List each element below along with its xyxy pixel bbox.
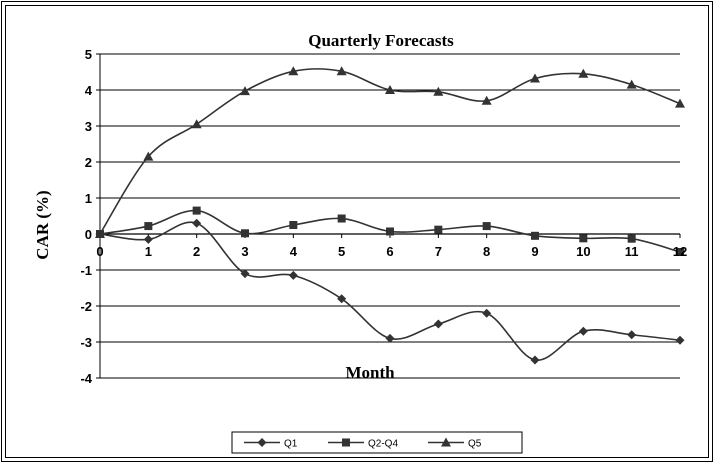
y-tick-label: -2: [80, 299, 92, 314]
x-tick-label: 6: [386, 244, 393, 259]
data-point-q1: [482, 308, 492, 318]
x-tick-label: 8: [483, 244, 490, 259]
x-tick-label: 3: [241, 244, 248, 259]
data-point-q1: [288, 270, 298, 280]
y-axis-label: CAR (%): [33, 190, 52, 259]
x-axis-label: Month: [345, 363, 395, 382]
x-tick-label: 11: [625, 244, 639, 259]
y-tick-label: 1: [85, 191, 92, 206]
data-point-q2-q4: [192, 206, 201, 215]
y-tick-labels: -4 -3 -2 -1 0 1 2 3 4 5: [80, 47, 92, 386]
data-point-q2-q4: [627, 234, 636, 243]
data-point-q5: [675, 98, 685, 108]
x-tick-label: 12: [673, 244, 687, 259]
chart-inner-border: [5, 5, 709, 458]
series-markers: [95, 66, 685, 365]
data-point-q5: [143, 151, 154, 161]
x-tick-label: 7: [435, 244, 442, 259]
data-point-q2-q4: [434, 225, 443, 234]
data-point-q1: [530, 355, 540, 365]
legend-marker-q1: [257, 438, 267, 447]
legend: Q1 Q2-Q4 Q5: [231, 431, 523, 454]
legend-marker-q2-q4: [342, 438, 350, 447]
data-point-q5: [95, 229, 105, 238]
y-tick-label: 5: [85, 47, 92, 62]
data-point-q5: [481, 95, 492, 105]
data-point-q2-q4: [144, 222, 153, 231]
data-point-q1: [675, 335, 685, 345]
x-tick-labels: 0 1 2 3 4 5 6 7 8 9 10 11 12: [96, 244, 687, 259]
x-tick-label: 2: [193, 244, 200, 259]
y-tick-label: 4: [85, 83, 93, 98]
data-point-q2-q4: [531, 231, 539, 240]
y-tick-label: 2: [85, 155, 92, 170]
data-point-q5: [433, 86, 444, 96]
data-point-q5: [240, 86, 250, 96]
legend-label-q1: Q1: [284, 439, 298, 450]
data-point-q1: [433, 319, 443, 329]
legend-marker-q5: [441, 437, 451, 447]
data-point-q1: [143, 234, 153, 244]
y-tick-label: 3: [85, 119, 92, 134]
data-point-q5: [385, 85, 395, 94]
legend-label-q2-q4: Q2-Q4: [368, 439, 398, 450]
data-point-q5: [191, 119, 202, 129]
series-lines: [99, 68, 681, 361]
data-point-q1: [192, 218, 202, 228]
data-point-q1: [337, 294, 347, 304]
data-point-q2-q4: [676, 248, 684, 256]
data-point-q5: [578, 68, 589, 78]
data-point-q2-q4: [579, 234, 588, 243]
x-tick-label: 10: [576, 244, 590, 259]
data-point-q5: [530, 73, 540, 83]
data-point-q2-q4: [482, 222, 491, 231]
x-tick-label: 9: [531, 244, 538, 259]
y-tick-label: 0: [85, 227, 92, 242]
data-point-q2-q4: [241, 229, 249, 238]
legend-box: [231, 431, 523, 454]
data-point-q1: [385, 333, 395, 343]
data-point-q5: [288, 66, 299, 76]
chart-title: Quarterly Forecasts: [308, 31, 454, 50]
x-tick-label: 4: [290, 244, 298, 259]
data-point-q2-q4: [337, 214, 346, 223]
x-tick-label: 5: [338, 244, 345, 259]
x-tick-label: 0: [96, 244, 103, 259]
data-point-q1: [627, 330, 637, 340]
y-tick-label: -4: [80, 371, 92, 386]
x-tick-label: 1: [145, 244, 152, 259]
data-point-q1: [240, 269, 250, 279]
y-tick-label: -1: [80, 263, 92, 278]
data-point-q5: [626, 79, 637, 89]
legend-label-q5: Q5: [468, 439, 482, 450]
y-tick-label: -3: [80, 335, 92, 350]
data-point-q2-q4: [289, 221, 298, 229]
data-point-q1: [578, 326, 588, 336]
data-point-q5: [336, 66, 347, 76]
data-point-q2-q4: [386, 227, 394, 236]
